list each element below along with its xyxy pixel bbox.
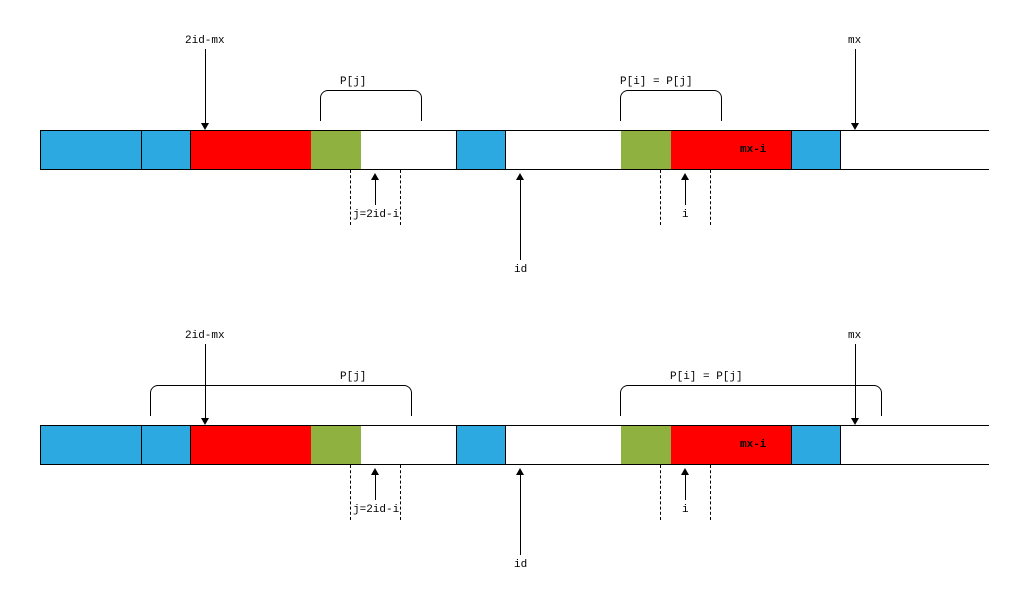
segment-5	[456, 131, 506, 169]
segment-0	[41, 426, 141, 464]
bottom-arrow-label: j=2id-i	[353, 504, 399, 516]
segment-label: mx-i	[740, 439, 766, 451]
segment-2	[191, 131, 311, 169]
segment-2	[191, 426, 311, 464]
bottom-arrow-label: id	[514, 264, 527, 276]
segment-7	[621, 426, 671, 464]
segment-1	[141, 426, 191, 464]
bracket-label: P[j]	[340, 76, 366, 88]
dashed-guide	[710, 170, 711, 225]
bracket-label: P[j]	[340, 371, 366, 383]
segment-3	[311, 131, 361, 169]
bracket	[320, 90, 422, 121]
dashed-guide	[660, 465, 661, 520]
segment-10	[841, 131, 990, 169]
dashed-guide	[710, 465, 711, 520]
dashed-guide	[660, 170, 661, 225]
bracket	[620, 90, 722, 121]
diagram-canvas: mx-i 2id-mx mx P[j] P[i] = P[j] j=2id-i id i mx-…	[0, 0, 1029, 613]
top-arrow-label: mx	[848, 35, 861, 47]
bottom-arrow-label: i	[682, 504, 689, 516]
segment-1	[141, 131, 191, 169]
segment-8	[671, 131, 791, 169]
top-arrow-label: 2id-mx	[185, 330, 225, 342]
dashed-guide	[400, 465, 401, 520]
bottom-arrow-label: i	[682, 209, 689, 221]
segment-9	[791, 131, 841, 169]
segment-4	[361, 131, 456, 169]
bar-outline	[40, 130, 989, 170]
bracket-label: P[i] = P[j]	[620, 76, 693, 88]
segment-9	[791, 426, 841, 464]
dashed-guide	[350, 170, 351, 225]
dashed-guide	[400, 170, 401, 225]
bracket	[620, 385, 882, 416]
segment-4	[361, 426, 456, 464]
bar-outline	[40, 425, 989, 465]
top-arrow-label: mx	[848, 330, 861, 342]
bottom-arrow-label: j=2id-i	[353, 209, 399, 221]
top-arrow-label: 2id-mx	[185, 35, 225, 47]
segment-0	[41, 131, 141, 169]
segment-7	[621, 131, 671, 169]
segment-8	[671, 426, 791, 464]
segment-label: mx-i	[740, 144, 766, 156]
segment-3	[311, 426, 361, 464]
segment-10	[841, 426, 990, 464]
segment-5	[456, 426, 506, 464]
bottom-arrow-label: id	[514, 559, 527, 571]
bracket-label: P[i] = P[j]	[670, 371, 743, 383]
dashed-guide	[350, 465, 351, 520]
segment-6	[506, 426, 621, 464]
bracket	[150, 385, 412, 416]
segment-6	[506, 131, 621, 169]
